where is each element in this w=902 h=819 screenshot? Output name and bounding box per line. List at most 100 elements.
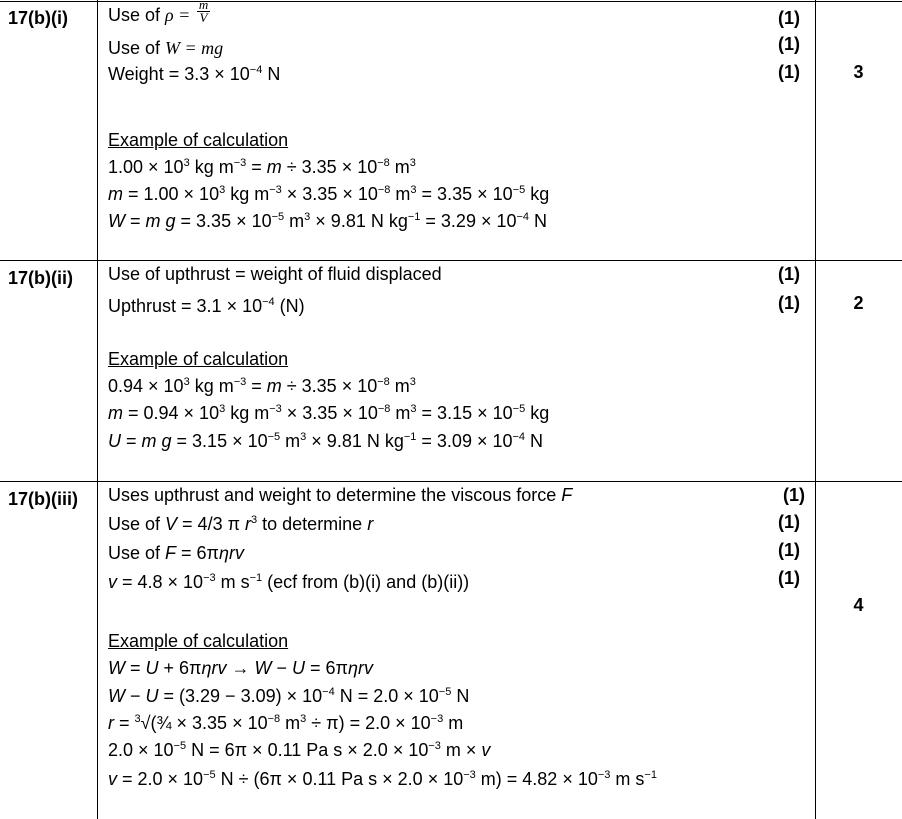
example-heading: Example of calculation: [108, 631, 289, 651]
italic-variable: m: [266, 376, 282, 396]
math-expression: W = mg: [165, 38, 224, 58]
superscript: 3: [300, 713, 307, 725]
italic-variable: F: [165, 543, 177, 563]
answer-line: Use of upthrust = weight of fluid displa…: [108, 261, 442, 287]
text-segment: ÷ 3.35 × 10: [281, 157, 378, 177]
answer-line: m = 0.94 × 103 kg m−3 × 3.35 × 10−8 m3 =…: [108, 400, 549, 426]
text-segment: = 3.09 × 10: [416, 431, 513, 451]
text-segment: = 3.29 × 10: [420, 211, 517, 231]
italic-variable: U: [145, 686, 159, 706]
text-segment: 2.0 × 10: [108, 740, 174, 760]
text-segment: ÷ 3.35 × 10: [281, 376, 378, 396]
text-segment: m) = 4.82 × 10: [475, 769, 598, 789]
text-segment: × 9.81 N kg: [310, 211, 408, 231]
answer-line: U = m g = 3.15 × 10−5 m3 × 9.81 N kg−1 =…: [108, 428, 543, 454]
text-segment: √(¾ × 3.35 × 10: [140, 713, 268, 733]
total-marks: 3: [853, 62, 864, 82]
text-segment: Upthrust = 3.1 × 10: [108, 296, 263, 316]
text-segment: m: [443, 713, 464, 733]
mark-value: (1): [778, 62, 800, 82]
italic-variable: U: [108, 431, 121, 451]
superscript: −5: [203, 769, 216, 781]
answer-line: v = 4.8 × 10−3 m s−1 (ecf from (b)(i) an…: [108, 569, 469, 595]
mark-value: (1): [778, 264, 800, 284]
italic-variable: m g: [141, 431, 172, 451]
text-segment: =: [125, 211, 146, 231]
text-segment: Use of: [108, 5, 166, 25]
italic-variable: r: [108, 713, 114, 733]
text-segment: −: [125, 686, 146, 706]
text-segment: to determine: [257, 514, 368, 534]
text-segment: =: [114, 713, 135, 733]
superscript: 3: [410, 184, 417, 196]
superscript: −8: [377, 376, 390, 388]
superscript: 3: [219, 184, 226, 196]
text-segment: Use of upthrust = weight of fluid displa…: [108, 264, 442, 284]
superscript: −5: [271, 211, 285, 223]
answer-line: Upthrust = 3.1 × 10−4 (N): [108, 293, 305, 319]
italic-variable: v: [108, 572, 117, 592]
superscript: 3: [183, 376, 190, 388]
mark-value: (1): [778, 293, 800, 313]
italic-variable: m: [266, 157, 282, 177]
italic-variable: U: [292, 658, 305, 678]
superscript: −5: [512, 403, 526, 415]
italic-variable: F: [561, 485, 573, 505]
text-segment: →: [226, 658, 255, 678]
mark-value: (1): [778, 512, 800, 532]
text-segment: N: [529, 211, 548, 231]
text-segment: = 4/3 π: [177, 514, 246, 534]
text-segment: 0.94 × 10: [108, 376, 184, 396]
text-segment: =: [121, 431, 142, 451]
superscript: −5: [173, 740, 187, 752]
text-segment: = 6π: [176, 543, 219, 563]
text-segment: Uses upthrust and weight to determine th…: [108, 485, 562, 505]
italic-variable: m g: [145, 211, 176, 231]
text-segment: −: [271, 658, 292, 678]
text-segment: m: [390, 403, 411, 423]
text-segment: m: [280, 431, 301, 451]
text-segment: =: [246, 157, 267, 177]
text-segment: N: [451, 686, 470, 706]
mark-value: (1): [778, 540, 800, 560]
superscript: −5: [267, 431, 281, 443]
superscript: −3: [203, 572, 216, 584]
text-segment: m ×: [440, 740, 482, 760]
text-segment: × 3.35 × 10: [281, 184, 378, 204]
text-segment: m s: [610, 769, 645, 789]
italic-variable: r: [367, 514, 374, 534]
superscript: 3: [410, 403, 417, 415]
superscript: −4: [512, 431, 526, 443]
row-divider: [0, 481, 902, 482]
italic-variable: m: [108, 403, 123, 423]
answer-line: W = m g = 3.35 × 10−5 m3 × 9.81 N kg−1 =…: [108, 208, 547, 234]
mark-value: (1): [783, 485, 805, 505]
text-segment: = 3.35 × 10: [175, 211, 272, 231]
text-segment: m: [280, 713, 301, 733]
superscript: −3: [597, 769, 611, 781]
text-segment: × 3.35 × 10: [281, 403, 378, 423]
total-marks: 2: [853, 293, 864, 313]
superscript: −3: [269, 184, 282, 196]
superscript: −4: [516, 211, 530, 223]
text-segment: ÷ π) = 2.0 × 10: [306, 713, 431, 733]
text-segment: m: [284, 211, 305, 231]
text-segment: Use of: [108, 514, 166, 534]
text-segment: =: [246, 376, 267, 396]
text-segment: = 1.00 × 10: [123, 184, 220, 204]
text-segment: =: [125, 658, 146, 678]
superscript: −1: [407, 211, 421, 223]
answer-line: Use of F = 6πηrv: [108, 540, 244, 566]
superscript: 3: [219, 403, 226, 415]
superscript: 3: [183, 157, 190, 169]
text-segment: = 3.35 × 10: [416, 184, 513, 204]
question-label: 17(b)(iii): [8, 489, 78, 509]
superscript: −3: [463, 769, 476, 781]
italic-variable: v: [481, 740, 491, 760]
superscript: 3: [409, 376, 416, 388]
math-expression: ρ =: [165, 5, 195, 25]
superscript: −3: [269, 403, 282, 415]
italic-variable: m: [108, 184, 123, 204]
superscript: −1: [644, 769, 657, 781]
italic-variable: ηrv: [218, 543, 244, 563]
